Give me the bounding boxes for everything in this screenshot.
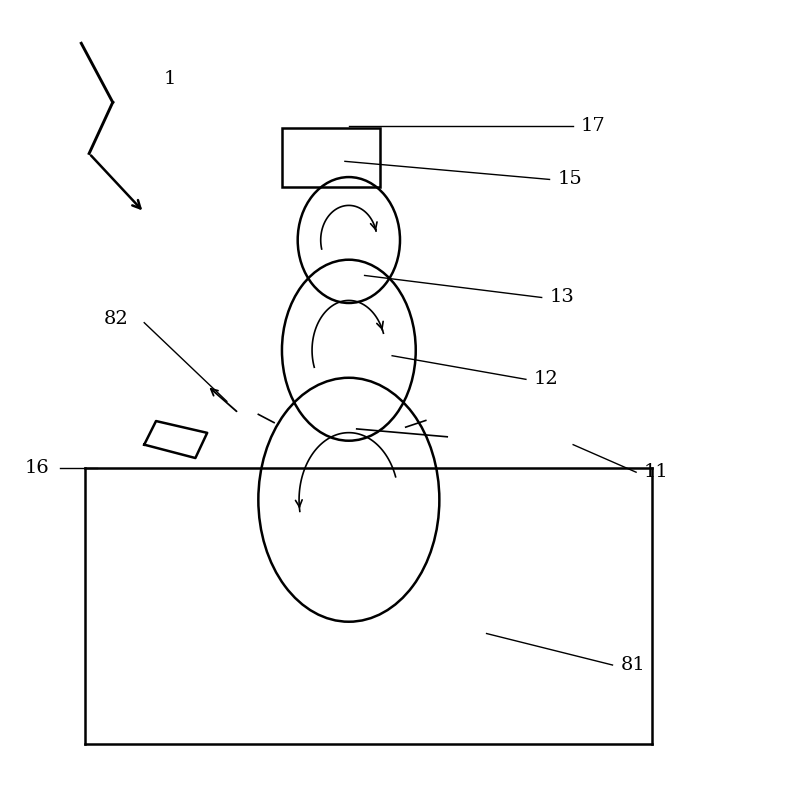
- Text: 11: 11: [644, 464, 669, 481]
- Text: 81: 81: [620, 656, 645, 674]
- Text: 16: 16: [25, 460, 50, 477]
- Text: 82: 82: [104, 310, 129, 327]
- Text: 13: 13: [550, 289, 574, 306]
- Text: 15: 15: [558, 171, 582, 188]
- Text: 1: 1: [164, 70, 176, 87]
- Text: 12: 12: [534, 371, 558, 388]
- Text: 17: 17: [581, 117, 606, 135]
- Bar: [282, 128, 380, 187]
